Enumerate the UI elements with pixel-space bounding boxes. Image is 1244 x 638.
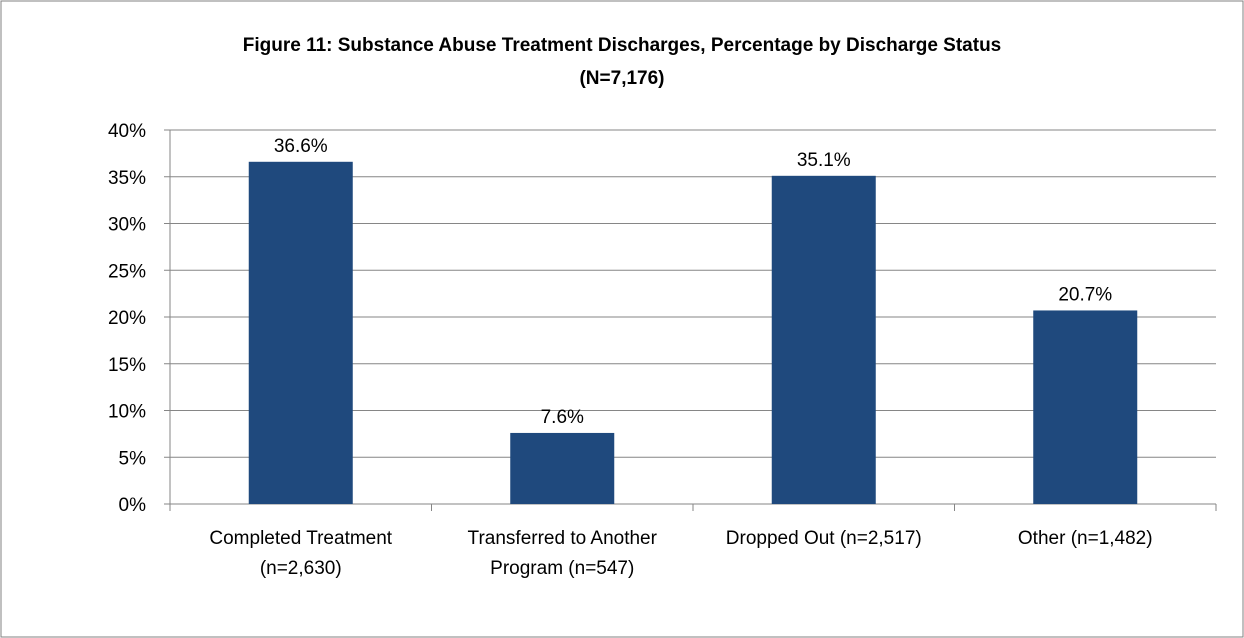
x-category-label: Completed Treatment	[209, 528, 392, 549]
bar-value-label: 20.7%	[1058, 284, 1112, 305]
y-tick-label: 25%	[108, 261, 146, 282]
bar	[1033, 310, 1138, 504]
bar	[248, 161, 353, 505]
x-tick-labels: Completed Treatment (n=2,630) Transferred …	[209, 528, 1152, 579]
x-category-label: (n=2,630)	[260, 558, 342, 579]
x-category-label: Other (n=1,482)	[1018, 528, 1153, 549]
bar	[510, 432, 615, 504]
y-tick-label: 15%	[108, 355, 146, 376]
y-tick-label: 5%	[119, 448, 147, 469]
bars	[248, 161, 1138, 505]
x-category-label: Program (n=547)	[490, 558, 634, 579]
y-tick-label: 35%	[108, 168, 146, 189]
y-tick-label: 0%	[119, 495, 147, 516]
x-category-label: Transferred to Another	[468, 528, 658, 549]
y-tick-label: 40%	[108, 121, 146, 142]
y-tick-label: 20%	[108, 308, 146, 329]
chart-title: Figure 11: Substance Abuse Treatment Dis…	[243, 35, 1002, 56]
bar	[771, 175, 876, 504]
data-labels: 36.6% 7.6% 35.1% 20.7%	[274, 136, 1112, 428]
x-category-label: Dropped Out (n=2,517)	[726, 528, 922, 549]
y-tick-label: 10%	[108, 402, 146, 423]
bar-value-label: 7.6%	[541, 407, 584, 428]
y-tick-labels: 0% 5% 10% 15% 20% 25% 30% 35% 40%	[108, 121, 146, 516]
bar-value-label: 35.1%	[797, 150, 851, 171]
y-tick-label: 30%	[108, 215, 146, 236]
bar-value-label: 36.6%	[274, 136, 328, 157]
chart-subtitle: (N=7,176)	[579, 68, 664, 89]
